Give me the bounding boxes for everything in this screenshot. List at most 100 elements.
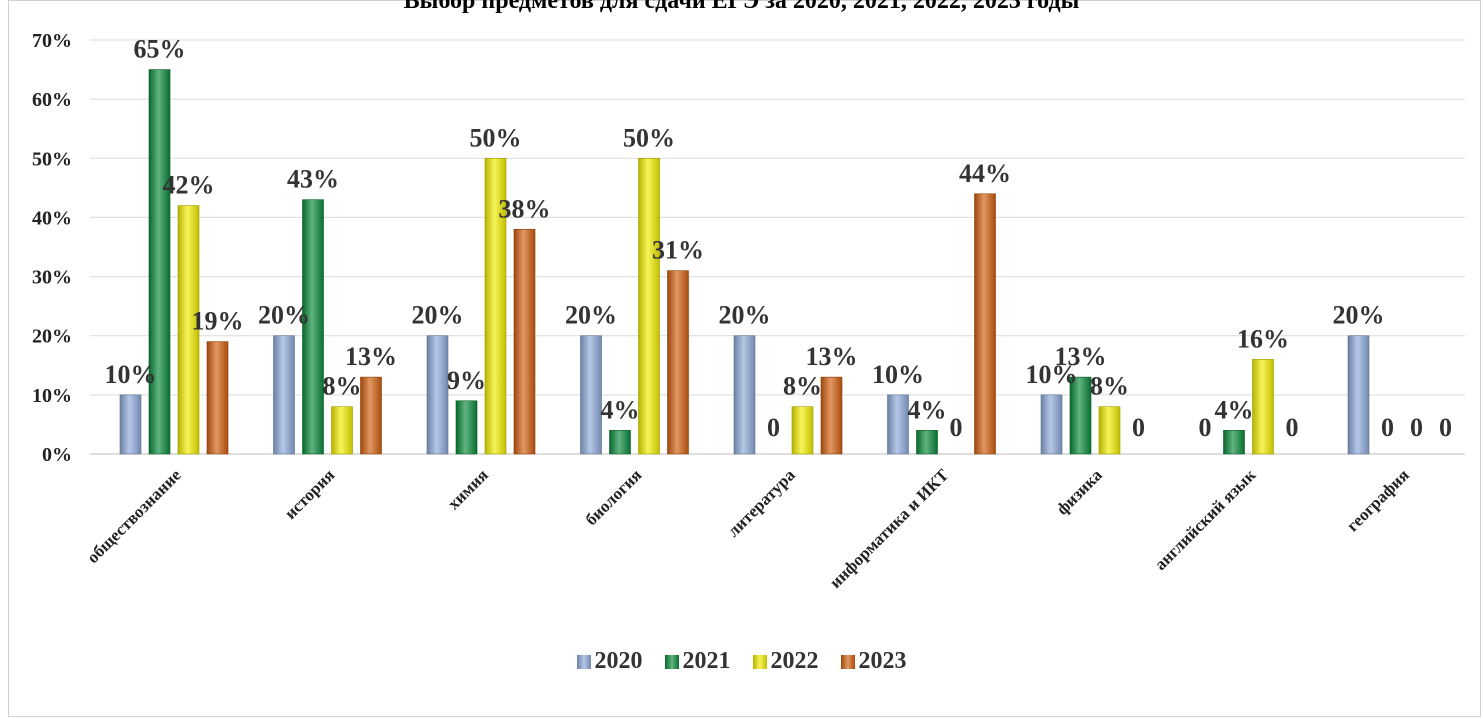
legend-swatch (840, 654, 855, 669)
bar-2023-3 (667, 270, 689, 455)
data-label: 8% (323, 372, 362, 401)
legend-label: 2020 (594, 648, 643, 674)
y-tick-label: 40% (32, 207, 72, 229)
data-label: 20% (412, 301, 464, 330)
bar-2021-7 (1223, 430, 1245, 455)
data-label: 8% (1090, 372, 1129, 401)
data-label: 9% (447, 366, 486, 395)
category-label: литература (724, 465, 800, 541)
data-label: 65% (134, 35, 186, 64)
data-label: 20% (565, 301, 617, 330)
bar-2020-5 (887, 394, 909, 455)
category-label: химия (444, 465, 492, 513)
data-label: 0 (767, 413, 780, 442)
bar-2022-2 (484, 157, 507, 455)
data-label: 38% (499, 194, 551, 223)
bar-2021-1 (302, 199, 324, 455)
bars (119, 69, 1370, 455)
category-label: физика (1053, 465, 1107, 519)
data-label: 0 (1199, 413, 1212, 442)
bar-2023-0 (206, 341, 229, 455)
data-label: 0 (950, 413, 963, 442)
bar-2022-4 (791, 406, 814, 455)
y-tick-label: 20% (32, 326, 72, 348)
category-label: информатика и ИКТ (826, 465, 953, 592)
data-label: 31% (652, 236, 704, 265)
category-label: биология (581, 465, 645, 529)
bar-2020-4 (733, 335, 756, 455)
legend-item-2021: 2021 (664, 648, 731, 675)
bar-2021-3 (609, 430, 631, 455)
bar-2023-5 (974, 193, 996, 455)
y-tick-label: 70% (32, 30, 72, 52)
bar-2021-0 (148, 69, 171, 455)
data-label: 20% (1333, 301, 1385, 330)
x-axis-categories: обществознание история химия биология литера… (83, 465, 1413, 592)
data-label: 42% (163, 171, 215, 200)
bar-2020-8 (1347, 335, 1370, 455)
legend-label: 2021 (682, 648, 731, 674)
bar-2021-6 (1069, 376, 1092, 455)
y-tick-label: 60% (32, 89, 72, 111)
bar-2023-2 (513, 228, 536, 455)
data-label: 13% (345, 342, 397, 371)
bar-2022-7 (1252, 359, 1274, 455)
data-label: 13% (1055, 342, 1107, 371)
bar-2023-1 (360, 376, 382, 455)
data-label: 0 (1381, 413, 1394, 442)
category-label: география (1343, 465, 1413, 535)
data-label: 19% (192, 307, 244, 336)
data-label: 16% (1237, 324, 1289, 353)
legend-item-2022: 2022 (752, 648, 819, 675)
legend-label: 2023 (858, 648, 907, 674)
bar-2020-6 (1040, 394, 1063, 455)
data-label: 10% (105, 360, 157, 389)
legend-swatch (576, 654, 591, 669)
data-label: 0 (1132, 413, 1145, 442)
y-axis-ticks: 0% 10% 20% 30% 40% 50% 60% 70% (32, 30, 72, 466)
bar-2020-3 (580, 335, 602, 455)
legend-swatch (664, 654, 679, 669)
bar-2022-6 (1098, 406, 1121, 455)
data-label: 0 (1410, 413, 1423, 442)
bar-2022-0 (177, 205, 200, 455)
data-label: 13% (806, 342, 858, 371)
bar-2023-4 (820, 376, 843, 455)
data-label: 50% (623, 123, 675, 152)
data-label: 4% (908, 395, 947, 424)
bar-2020-1 (273, 335, 295, 455)
legend-item-2023: 2023 (840, 648, 907, 675)
data-label: 10% (872, 360, 924, 389)
legend-item-2020: 2020 (576, 648, 643, 675)
legend-label: 2022 (770, 648, 819, 674)
chart-title: Выбор предметов для сдачи ЕГЭ за 2020, 2… (403, 0, 1080, 14)
data-label: 43% (287, 165, 339, 194)
data-label: 0 (1439, 413, 1452, 442)
bar-2021-5 (916, 430, 938, 455)
data-label: 20% (258, 301, 310, 330)
bar-2022-3 (638, 157, 660, 455)
bar-2021-2 (455, 400, 478, 455)
category-label: обществознание (83, 465, 185, 567)
legend: 2020 2021 2022 2023 (0, 648, 1483, 675)
legend-swatch (752, 654, 767, 669)
bar-2020-0 (119, 394, 142, 455)
data-label: 44% (959, 159, 1011, 188)
y-tick-label: 0% (42, 444, 72, 466)
data-label: 4% (601, 395, 640, 424)
category-label: история (281, 465, 339, 523)
data-label: 0 (1286, 413, 1299, 442)
data-label: 4% (1215, 395, 1254, 424)
data-label: 20% (719, 301, 771, 330)
data-label: 10% (1026, 360, 1078, 389)
y-tick-label: 10% (32, 385, 72, 407)
bar-2020-2 (426, 335, 449, 455)
data-label: 50% (470, 123, 522, 152)
data-label: 8% (783, 372, 822, 401)
bar-2022-1 (331, 406, 353, 455)
y-tick-label: 30% (32, 267, 72, 289)
category-label: английский язык (1151, 465, 1260, 574)
data-labels: 10%20% 20% 20% 20%10% 10%020%65%43%9%4%04%13… (105, 35, 1453, 442)
y-tick-label: 50% (32, 148, 72, 170)
